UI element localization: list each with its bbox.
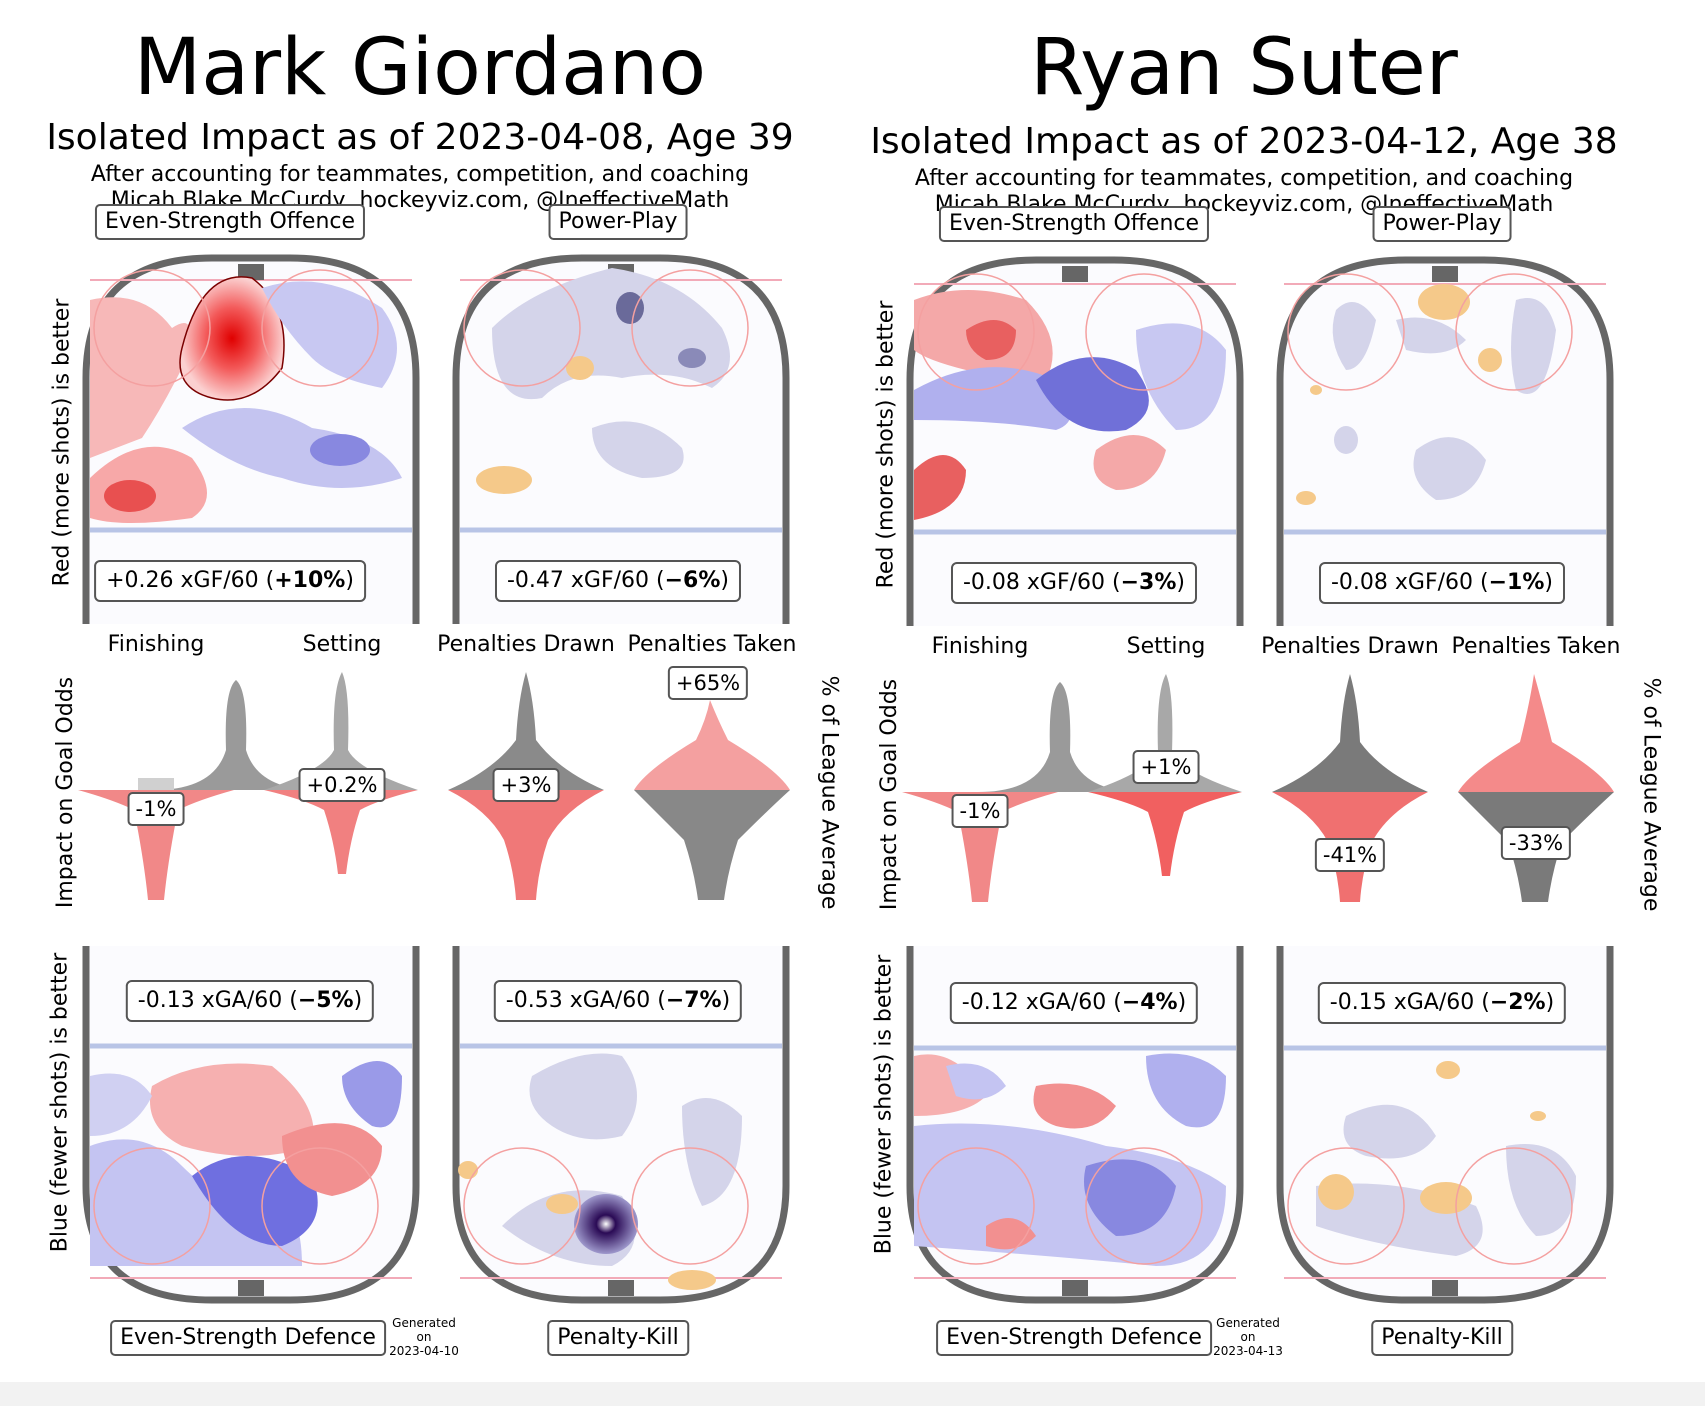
stat-penalty-kill: -0.53 xGA/60 (−7%) (493, 980, 743, 1022)
stat-penalty-kill: -0.15 xGA/60 (−2%) (1317, 982, 1567, 1024)
stat-es-offence: -0.08 xGF/60 (−3%) (950, 562, 1198, 604)
rink-penalty-kill (452, 946, 790, 1304)
rink-power-play (1276, 256, 1614, 626)
violin-value-setting: +0.2% (298, 768, 386, 802)
violin-value-setting: +1% (1132, 750, 1200, 784)
violin-title-penalties-taken: Penalties Taken (627, 632, 797, 657)
rink-penalty-kill (1276, 946, 1614, 1304)
player-card-suter: Ryan Suter Isolated Impact as of 2023-04… (824, 0, 1664, 1380)
violin-penalties-drawn (448, 672, 604, 900)
violin-title-penalties-drawn: Penalties Drawn (437, 632, 615, 657)
stat-power-play: -0.08 xGF/60 (−1%) (1318, 562, 1566, 604)
rink-power-play (452, 254, 790, 624)
byline-1: After accounting for teammates, competit… (90, 162, 750, 187)
panel-label-es-defence: Even-Strength Defence (936, 1320, 1212, 1356)
player-subtitle: Isolated Impact as of 2023-04-08, Age 39 (46, 117, 794, 158)
axis-label-top: Red (more shots) is better (49, 298, 75, 587)
axis-label-middle-right: % of League Average (1638, 677, 1664, 912)
axis-label-middle-left: Impact on Goal Odds (877, 678, 903, 911)
panel-label-power-play: Power-Play (548, 204, 688, 240)
stat-es-offence: +0.26 xGF/60 (+10%) (94, 560, 366, 602)
stat-power-play: -0.47 xGF/60 (−6%) (494, 560, 742, 602)
violin-penalties-taken (634, 700, 790, 900)
bottom-bar (0, 1382, 1705, 1406)
violin-title-finishing: Finishing (107, 632, 205, 657)
panel-label-es-offence: Even-Strength Offence (94, 204, 366, 240)
violin-finishing (78, 680, 318, 900)
panel-label-penalty-kill: Penalty-Kill (1371, 1320, 1513, 1356)
violins-suter (902, 674, 1614, 902)
rink-es-offence (82, 254, 420, 624)
violin-finishing (902, 682, 1142, 902)
violin-title-penalties-taken: Penalties Taken (1451, 634, 1621, 659)
violin-title-setting: Setting (1126, 634, 1206, 659)
violins-giordano (78, 672, 790, 900)
violin-value-penalties-drawn: +3% (492, 768, 560, 802)
stat-es-defence: -0.12 xGA/60 (−4%) (949, 982, 1199, 1024)
byline-1: After accounting for teammates, competit… (914, 166, 1574, 191)
violin-value-penalties-drawn: -41% (1314, 838, 1386, 872)
violin-title-setting: Setting (302, 632, 382, 657)
panel-label-es-offence: Even-Strength Offence (938, 206, 1210, 242)
axis-label-bottom: Blue (fewer shots) is better (47, 952, 73, 1253)
violin-setting (1088, 674, 1242, 876)
violin-value-penalties-taken: -33% (1500, 826, 1572, 860)
axis-label-middle-left: Impact on Goal Odds (53, 676, 79, 909)
violin-value-finishing: -1% (951, 794, 1009, 828)
violin-value-penalties-taken: +65% (667, 666, 749, 700)
player-card-giordano: Mark Giordano Isolated Impact as of 2023… (0, 0, 841, 1380)
rink-es-defence (906, 946, 1244, 1304)
rink-es-defence (82, 946, 420, 1304)
generated-note: Generated on 2023-04-13 (1213, 1316, 1283, 1358)
panel-label-power-play: Power-Play (1372, 206, 1512, 242)
panel-label-penalty-kill: Penalty-Kill (547, 1320, 689, 1356)
axis-label-top: Red (more shots) is better (873, 300, 899, 589)
violin-value-finishing: -1% (127, 792, 185, 826)
violin-penalties-taken (1458, 674, 1614, 902)
panel-label-es-defence: Even-Strength Defence (110, 1320, 386, 1356)
violin-setting (264, 672, 418, 874)
violin-title-penalties-drawn: Penalties Drawn (1261, 634, 1439, 659)
generated-note: Generated on 2023-04-10 (389, 1316, 459, 1358)
player-subtitle: Isolated Impact as of 2023-04-12, Age 38 (870, 121, 1618, 162)
axis-label-bottom: Blue (fewer shots) is better (871, 954, 897, 1255)
stat-es-defence: -0.13 xGA/60 (−5%) (125, 980, 375, 1022)
rink-es-offence (906, 256, 1244, 626)
violin-title-finishing: Finishing (931, 634, 1029, 659)
player-name: Mark Giordano (133, 23, 707, 113)
player-name: Ryan Suter (1030, 23, 1458, 113)
